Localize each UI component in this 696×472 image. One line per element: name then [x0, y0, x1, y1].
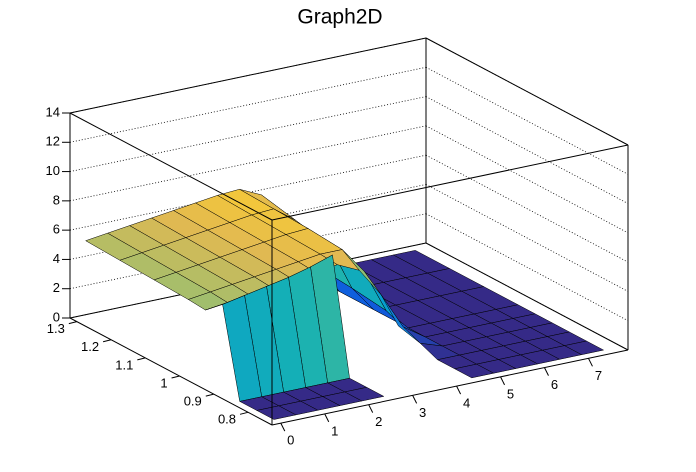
surface-cell: [453, 363, 495, 379]
grid-line: [425, 213, 629, 322]
grid-line: [69, 37, 427, 114]
grid-line: [69, 66, 427, 143]
y-tick-label: 1.1: [115, 357, 133, 372]
z-tick-label: 4: [53, 251, 60, 266]
y-tick-label: 0.8: [218, 412, 236, 427]
y-tick: [102, 339, 112, 343]
x-tick-label: 1: [331, 423, 338, 438]
z-tick-label: 2: [53, 280, 60, 295]
z-tick-label: 10: [46, 163, 60, 178]
box-edge: [271, 349, 629, 426]
x-tick: [368, 404, 374, 413]
grid-line: [69, 154, 427, 231]
box-edge: [271, 144, 629, 221]
grid-line: [425, 242, 629, 351]
x-tick: [587, 358, 593, 367]
x-tick: [456, 385, 462, 395]
x-tick-label: 6: [551, 377, 558, 392]
x-tick-label: 0: [287, 433, 294, 448]
grid-line: [425, 154, 629, 263]
y-tick-label: 1: [160, 375, 167, 390]
x-tick-label: 5: [507, 386, 514, 401]
grid-line: [69, 242, 427, 319]
x-tick-label: 3: [419, 405, 426, 420]
grid-line: [69, 125, 427, 202]
grid-line: [425, 125, 629, 234]
z-tick-label: 0: [53, 309, 60, 324]
y-tick: [171, 375, 180, 379]
surface-cell: [256, 405, 297, 420]
box-edge: [69, 317, 273, 426]
z-tick-label: 12: [46, 134, 60, 149]
z-tick-label: 6: [53, 222, 60, 237]
z-tick-label: 14: [46, 104, 60, 119]
y-tick: [137, 357, 146, 361]
y-tick: [205, 393, 214, 397]
y-tick: [239, 411, 249, 415]
y-tick-label: 1.3: [47, 321, 65, 336]
x-tick-label: 4: [463, 396, 470, 411]
chart-title: Graph2D: [297, 6, 382, 29]
grid-line: [69, 213, 427, 290]
y-tick: [68, 321, 77, 325]
x-tick: [324, 413, 330, 423]
y-tick-label: 1.2: [81, 339, 99, 354]
grid-line: [425, 66, 629, 175]
grid-line: [425, 184, 629, 292]
grid-line: [69, 96, 427, 172]
x-tick: [280, 422, 286, 432]
box-edge: [69, 112, 273, 221]
z-tick-label: 8: [53, 192, 60, 207]
x-tick-label: 2: [375, 414, 382, 429]
x-tick-label: 7: [595, 368, 602, 383]
x-tick: [544, 367, 549, 376]
surface-cell: [381, 294, 421, 344]
grid-line: [425, 37, 629, 146]
grid-line: [425, 96, 629, 204]
x-tick: [500, 376, 505, 386]
y-tick-label: 0.9: [184, 394, 202, 409]
x-tick: [412, 395, 418, 404]
